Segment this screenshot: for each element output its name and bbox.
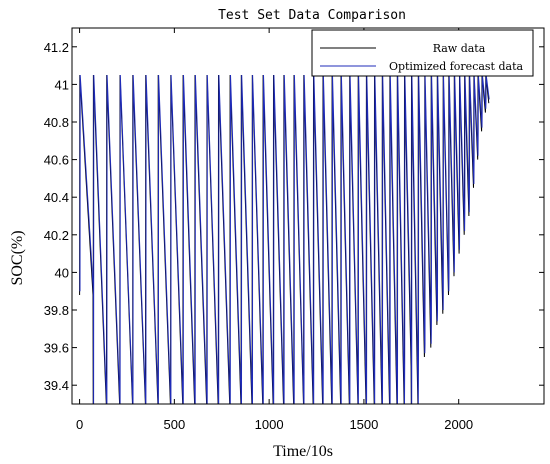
x-tick-label: 2000 [444,417,473,432]
y-tick-label: 39.6 [44,341,69,356]
legend: Raw data Optimized forecast data [311,29,534,77]
legend-label-optimized-forecast: Optimized forecast data [389,60,524,73]
y-axis-label: SOC(%) [9,230,26,285]
y-tick-label: 39.4 [44,378,69,393]
x-tick-label: 500 [164,417,186,432]
x-tick-label: 1000 [255,417,284,432]
legend-label-raw-data: Raw data [433,42,486,55]
y-tick-label: 40.8 [44,115,69,130]
x-tick-label: 0 [76,417,83,432]
tick-layer: 0 500 1000 1500 2000 39.4 39.6 39.8 40 40.2 40.4 40… [44,28,544,432]
x-tick-label: 1500 [349,417,378,432]
chart-title: Test Set Data Comparison [218,8,406,23]
y-tick-label: 40.6 [44,153,69,168]
y-tick-label: 41 [55,77,69,92]
x-axis-label: Time/10s [273,443,333,460]
y-tick-label: 40.4 [44,190,69,205]
y-tick-label: 40 [55,265,69,280]
y-tick-label: 39.8 [44,303,69,318]
y-tick-label: 41.2 [44,40,69,55]
legend-box [311,29,534,77]
y-tick-label: 40.2 [44,228,69,243]
plot-frame [71,27,545,405]
